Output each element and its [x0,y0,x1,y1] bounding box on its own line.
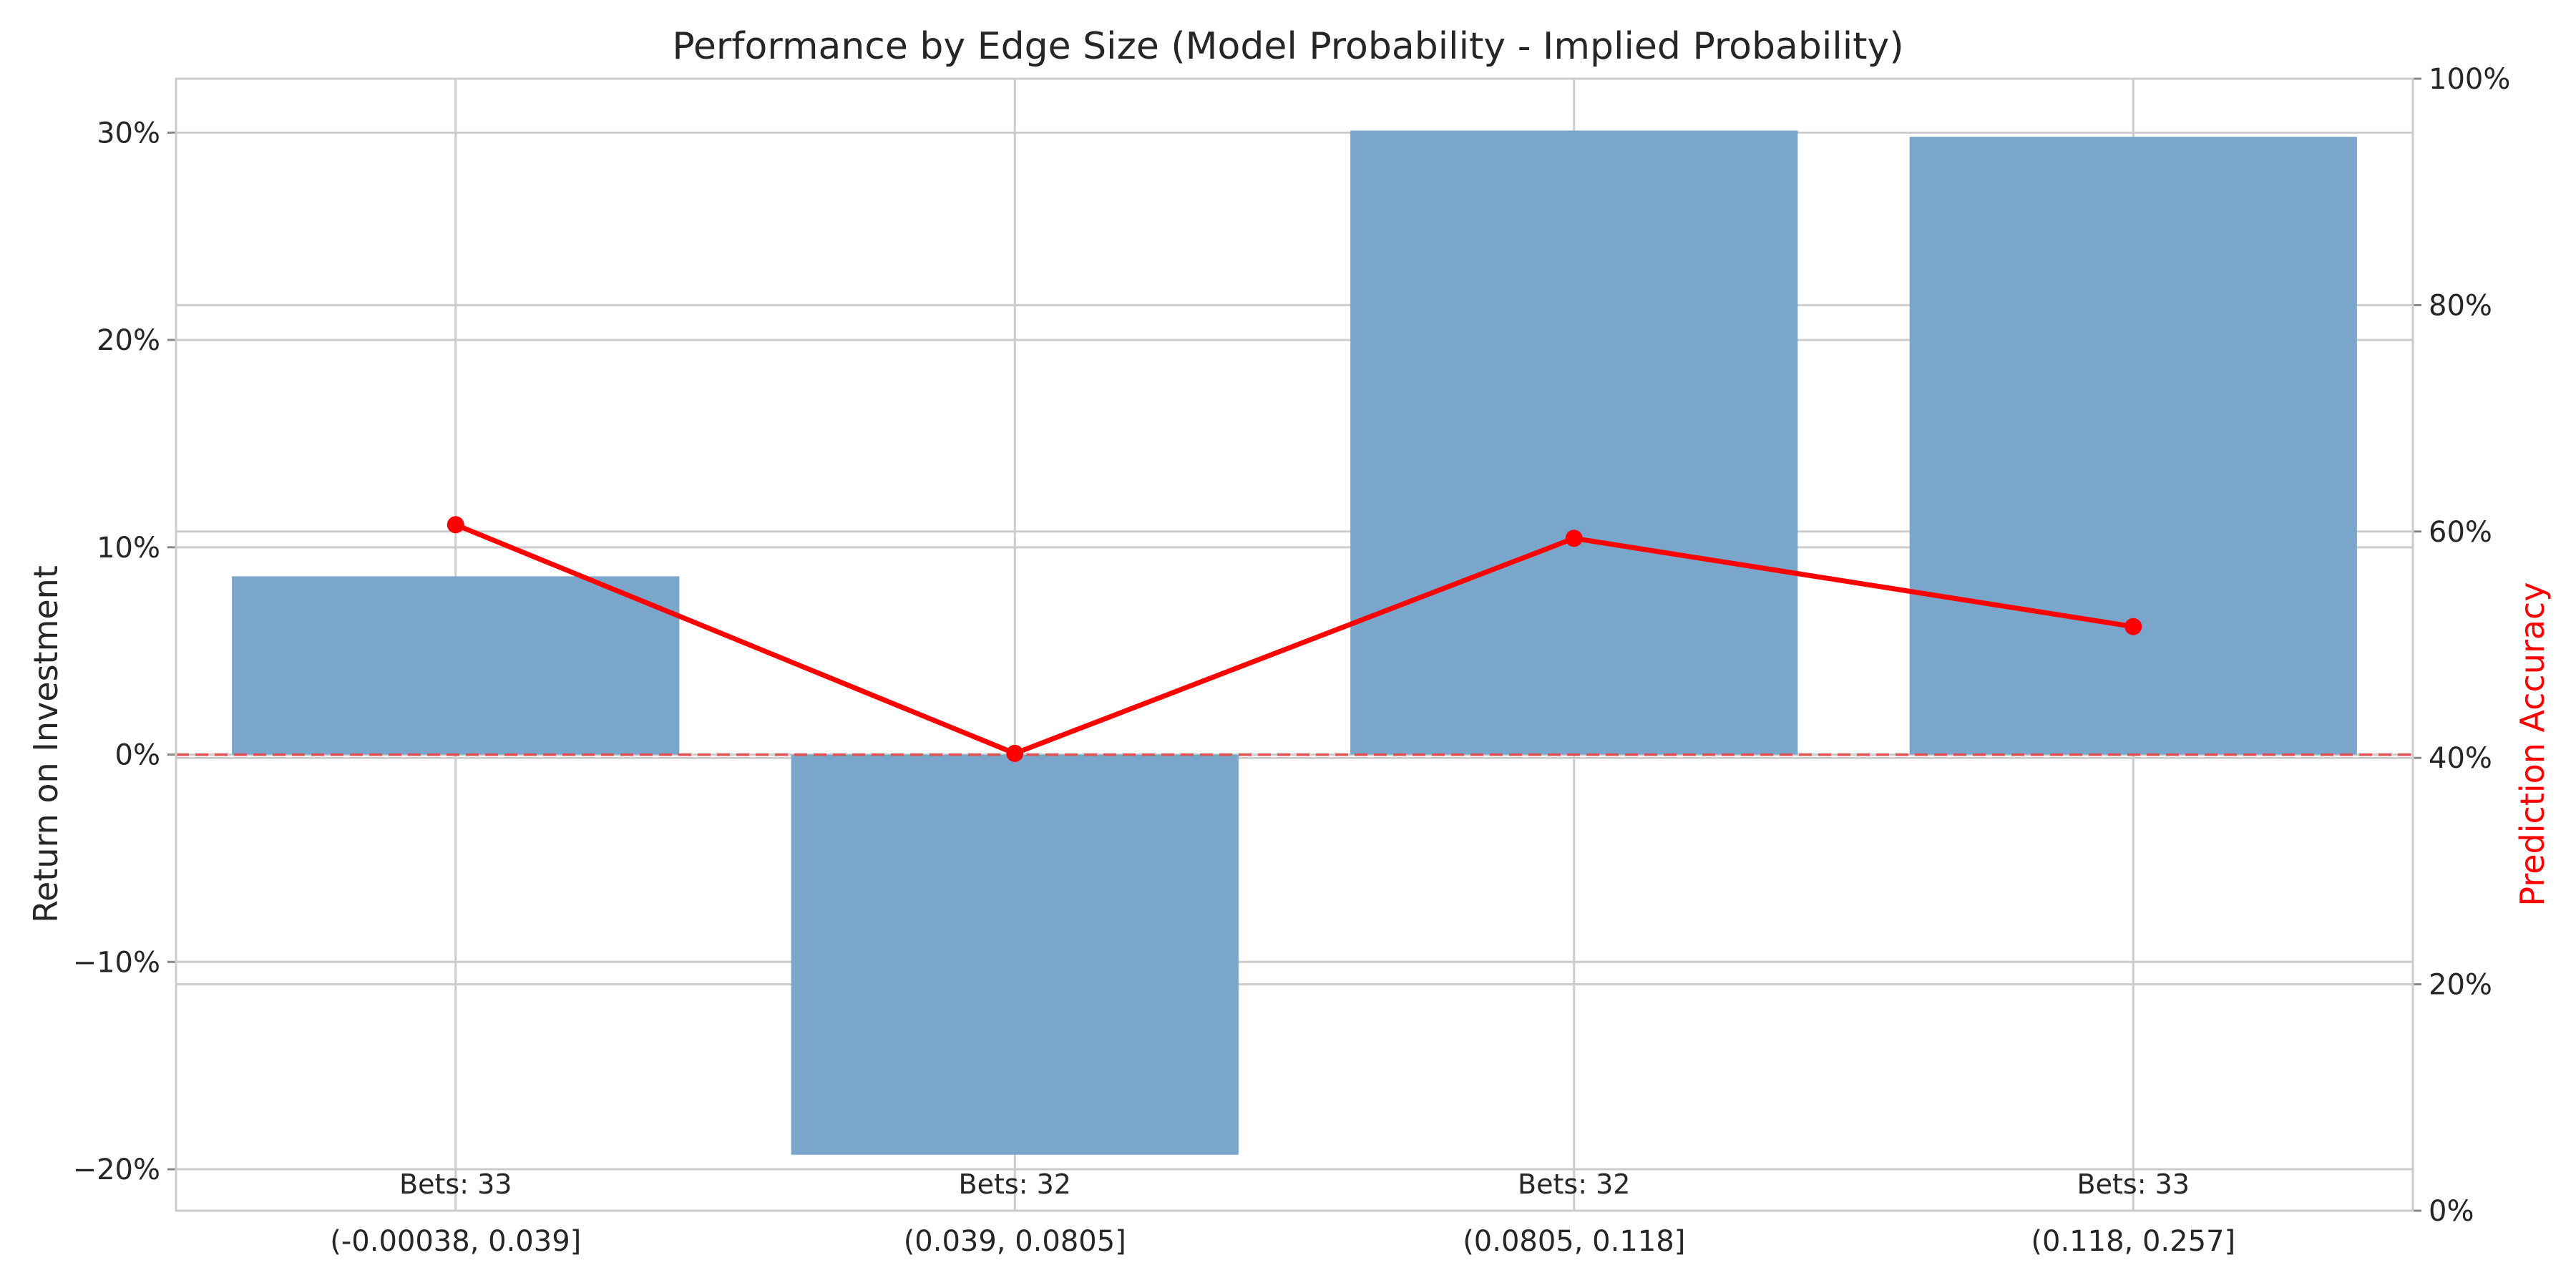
x-tick-label-3: (0.118, 0.257] [2031,1225,2235,1258]
y-axis-label: Return on Investment [26,565,65,923]
bet-count-label-3: Bets: 33 [2077,1169,2190,1200]
y-tick-label-0: −20% [73,1153,160,1186]
plot-frame [175,77,2414,1212]
y2-tick-label-3: 60% [2429,516,2492,549]
y-tick-label-2: 0% [115,739,160,772]
y2-tick-label-2: 40% [2429,742,2492,775]
x-ticks: (-0.00038, 0.039] (0.039, 0.0805] (0.0805,… [330,1225,2235,1258]
y-tick-label-1: −10% [73,946,160,979]
bar-2 [1350,130,1798,755]
y2-tick-label-0: 0% [2429,1195,2474,1228]
bet-count-label-1: Bets: 32 [959,1169,1071,1200]
y2-tick-label-1: 20% [2429,969,2492,1002]
bar-3 [1909,137,2357,755]
chart-title: Performance by Edge Size (Model Probabil… [672,25,1903,68]
x-tick-label-1: (0.039, 0.0805] [904,1225,1126,1258]
y-tick-label-5: 30% [97,117,160,150]
accuracy-point-0 [447,516,464,534]
bar-0 [232,576,680,755]
accuracy-line [454,522,2134,756]
bar-series [232,130,2357,1155]
y2-tick-label-5: 100% [2429,63,2510,96]
accuracy-point-1 [1006,744,1024,762]
bar-1 [791,754,1239,1155]
y-tick-label-3: 10% [97,532,160,565]
y2-ticks: 0% 20% 40% 60% 80% 100% [2413,63,2510,1228]
x-tick-label-0: (-0.00038, 0.039] [330,1225,581,1258]
accuracy-point-3 [2124,618,2142,635]
bet-count-label-2: Bets: 32 [1518,1169,1630,1200]
bet-count-label-0: Bets: 33 [399,1169,512,1200]
accuracy-point-2 [1565,530,1583,547]
y2-axis-label: Prediction Accuracy [2513,582,2552,906]
y2-tick-label-4: 80% [2429,289,2492,322]
x-tick-label-2: (0.0805, 0.118] [1463,1225,1685,1258]
y-ticks: −20% −10% 0% 10% 20% 30% [73,117,176,1186]
accuracy-line-series [447,516,2142,762]
y-tick-label-4: 20% [97,324,160,357]
bar-annotations: Bets: 33 Bets: 32 Bets: 32 Bets: 33 [399,1169,2190,1200]
